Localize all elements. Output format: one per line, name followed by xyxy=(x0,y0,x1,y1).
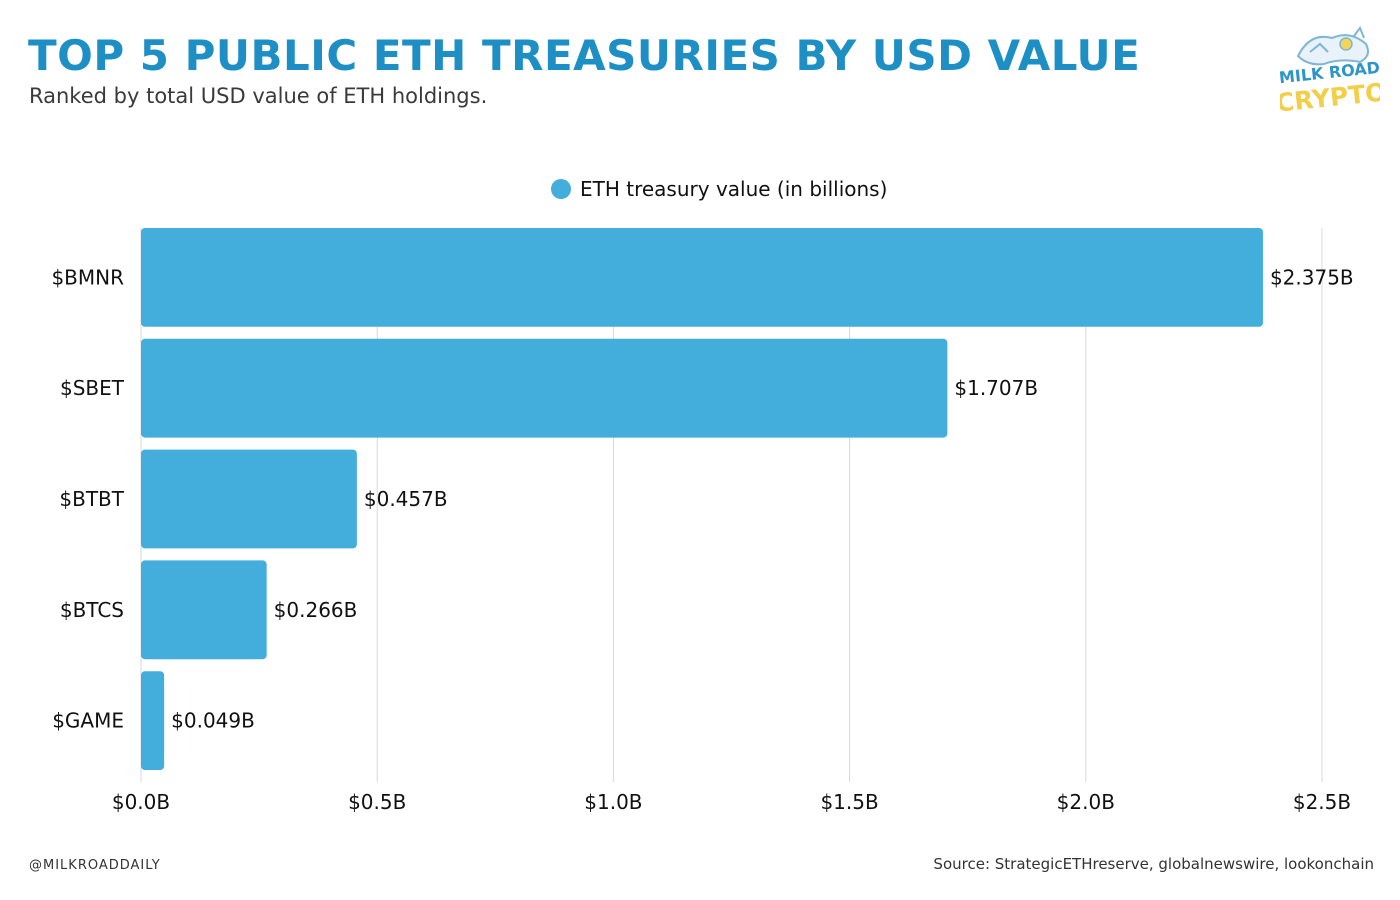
category-label: $GAME xyxy=(52,709,124,733)
milk-road-mascot-icon xyxy=(1296,25,1369,66)
source-note: Source: StrategicETHreserve, globalnewsw… xyxy=(933,855,1374,873)
social-handle: @MILKROADDAILY xyxy=(29,858,161,873)
bar-value-label: $0.457B xyxy=(364,487,448,511)
legend-swatch xyxy=(551,179,571,199)
category-label: $BMNR xyxy=(51,265,124,289)
x-axis-ticks: $0.0B $0.5B $1.0B $1.5B $2.0B $2.5B xyxy=(112,790,1351,814)
bar-value-label: $2.375B xyxy=(1270,265,1354,289)
legend-label: ETH treasury value (in billions) xyxy=(580,177,887,201)
x-tick-label: $1.0B xyxy=(584,790,642,814)
bar xyxy=(141,338,948,438)
milk-road-logo: MILK ROAD CRYPTO xyxy=(1280,25,1380,118)
bars xyxy=(141,228,1263,770)
x-tick-label: $0.0B xyxy=(112,790,170,814)
x-tick-label: $2.0B xyxy=(1057,790,1115,814)
x-tick-label: $1.5B xyxy=(820,790,878,814)
bar xyxy=(141,671,165,770)
bar xyxy=(141,560,267,660)
bar-value-label: $0.266B xyxy=(274,598,358,622)
x-tick-label: $2.5B xyxy=(1293,790,1351,814)
bar xyxy=(141,449,357,549)
category-label: $BTBT xyxy=(59,487,124,511)
category-labels: $BMNR $SBET $BTBT $BTCS $GAME xyxy=(51,265,124,732)
chart-title: TOP 5 PUBLIC ETH TREASURIES BY USD VALUE xyxy=(28,31,1141,80)
bar xyxy=(141,228,1263,327)
chart-subtitle: Ranked by total USD value of ETH holding… xyxy=(29,84,488,108)
category-label: $BTCS xyxy=(60,598,124,622)
legend: ETH treasury value (in billions) xyxy=(551,177,887,201)
bar-value-label: $1.707B xyxy=(954,376,1038,400)
data-labels: $2.375B $1.707B $0.457B $0.266B $0.049B xyxy=(171,265,1354,732)
x-tick-label: $0.5B xyxy=(348,790,406,814)
category-label: $SBET xyxy=(60,376,125,400)
bar-value-label: $0.049B xyxy=(171,709,255,733)
